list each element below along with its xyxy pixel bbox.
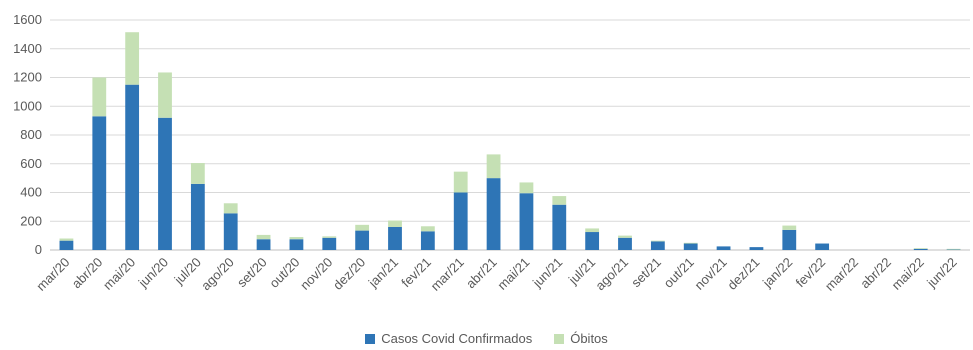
- bar-casos: [486, 178, 501, 250]
- bar-casos: [650, 241, 665, 250]
- bar-obitos: [388, 220, 402, 227]
- bar-casos: [683, 243, 698, 250]
- bars: [59, 32, 961, 250]
- bar-obitos: [125, 32, 140, 85]
- bar-casos: [322, 237, 337, 250]
- bar-obitos: [190, 163, 205, 184]
- legend-swatch-obitos: [554, 333, 565, 344]
- bar-obitos: [420, 226, 435, 232]
- bar-casos: [585, 232, 600, 250]
- bar-obitos: [256, 234, 271, 240]
- bar-obitos: [946, 248, 961, 250]
- x-tick-label: out/21: [661, 255, 697, 291]
- x-tick-label: nov/20: [297, 255, 335, 293]
- x-tick-label: mai/21: [494, 255, 532, 293]
- bar-obitos: [618, 235, 632, 238]
- bar-casos: [92, 116, 107, 250]
- bar-casos: [223, 213, 238, 250]
- legend-label-casos: Casos Covid Confirmados: [381, 331, 533, 346]
- y-tick-label: 200: [20, 213, 42, 228]
- x-tick-label: abr/20: [69, 255, 106, 292]
- bar-obitos: [519, 182, 534, 194]
- bar-obitos: [92, 77, 107, 117]
- bar-obitos: [223, 203, 238, 214]
- x-tick-label: mai/22: [889, 255, 927, 293]
- bar-casos: [388, 227, 402, 250]
- y-tick-label: 0: [35, 242, 42, 257]
- bar-casos: [158, 117, 172, 250]
- gridlines: [50, 19, 970, 251]
- y-axis: 0 200 400 600 800 1000 1200 1400 1600: [13, 12, 42, 257]
- bar-casos: [355, 230, 370, 250]
- y-tick-label: 1400: [13, 41, 42, 56]
- x-tick-label: jun/21: [529, 255, 565, 291]
- x-tick-label: jan/21: [365, 255, 401, 291]
- y-tick-label: 600: [20, 156, 42, 171]
- bar-obitos: [585, 228, 600, 233]
- x-tick-label: nov/21: [691, 255, 729, 293]
- x-tick-label: abr/22: [857, 255, 894, 292]
- y-tick-label: 800: [20, 127, 42, 142]
- x-tick-label: abr/21: [463, 255, 500, 292]
- bar-obitos: [683, 242, 698, 244]
- y-tick-label: 1000: [13, 98, 42, 113]
- bar-casos: [782, 229, 797, 250]
- legend-item-casos: Casos Covid Confirmados: [365, 331, 532, 346]
- bar-casos: [256, 239, 271, 250]
- legend-label-obitos: Óbitos: [570, 331, 608, 346]
- x-tick-label: ago/21: [592, 255, 631, 294]
- bar-obitos: [59, 238, 74, 241]
- x-tick-label: dez/21: [724, 255, 762, 293]
- legend-swatch-casos: [365, 333, 376, 344]
- bar-obitos: [158, 72, 172, 118]
- bar-casos: [453, 192, 468, 250]
- x-tick-label: jun/20: [135, 255, 171, 291]
- bar-casos: [125, 84, 140, 250]
- bar-casos: [289, 239, 304, 250]
- bar-obitos: [486, 154, 501, 179]
- bar-casos: [618, 237, 632, 250]
- bar-obitos: [322, 236, 337, 238]
- bar-casos: [716, 246, 731, 250]
- x-tick-label: set/20: [234, 255, 270, 291]
- x-tick-label: jun/22: [923, 255, 959, 291]
- x-tick-label: mar/21: [428, 255, 467, 294]
- x-tick-label: jan/22: [759, 255, 795, 291]
- bar-casos: [420, 231, 435, 250]
- y-tick-label: 1600: [13, 12, 42, 27]
- bar-casos: [815, 243, 830, 250]
- legend: Casos Covid Confirmados Óbitos: [0, 331, 973, 346]
- bar-obitos: [355, 224, 370, 231]
- x-tick-label: mai/20: [100, 255, 138, 293]
- bar-obitos: [913, 248, 928, 249]
- x-tick-label: dez/20: [330, 255, 368, 293]
- bar-obitos: [453, 171, 468, 193]
- x-tick-label: mar/22: [822, 255, 861, 294]
- bar-casos: [190, 183, 205, 250]
- bar-casos: [913, 248, 928, 250]
- bar-casos: [519, 193, 534, 250]
- x-tick-label: out/20: [266, 255, 302, 291]
- bar-obitos: [552, 196, 567, 205]
- bar-casos: [59, 240, 74, 250]
- legend-item-obitos: Óbitos: [554, 331, 608, 346]
- x-tick-label: mar/20: [33, 255, 72, 294]
- bar-obitos: [289, 237, 304, 240]
- y-tick-label: 1200: [13, 70, 42, 85]
- x-tick-label: set/21: [628, 255, 664, 291]
- bar-obitos: [782, 225, 797, 230]
- bar-obitos: [650, 240, 665, 242]
- bar-casos: [552, 204, 567, 250]
- x-tick-label: ago/20: [198, 255, 237, 294]
- y-tick-label: 400: [20, 185, 42, 200]
- bar-casos: [749, 247, 764, 250]
